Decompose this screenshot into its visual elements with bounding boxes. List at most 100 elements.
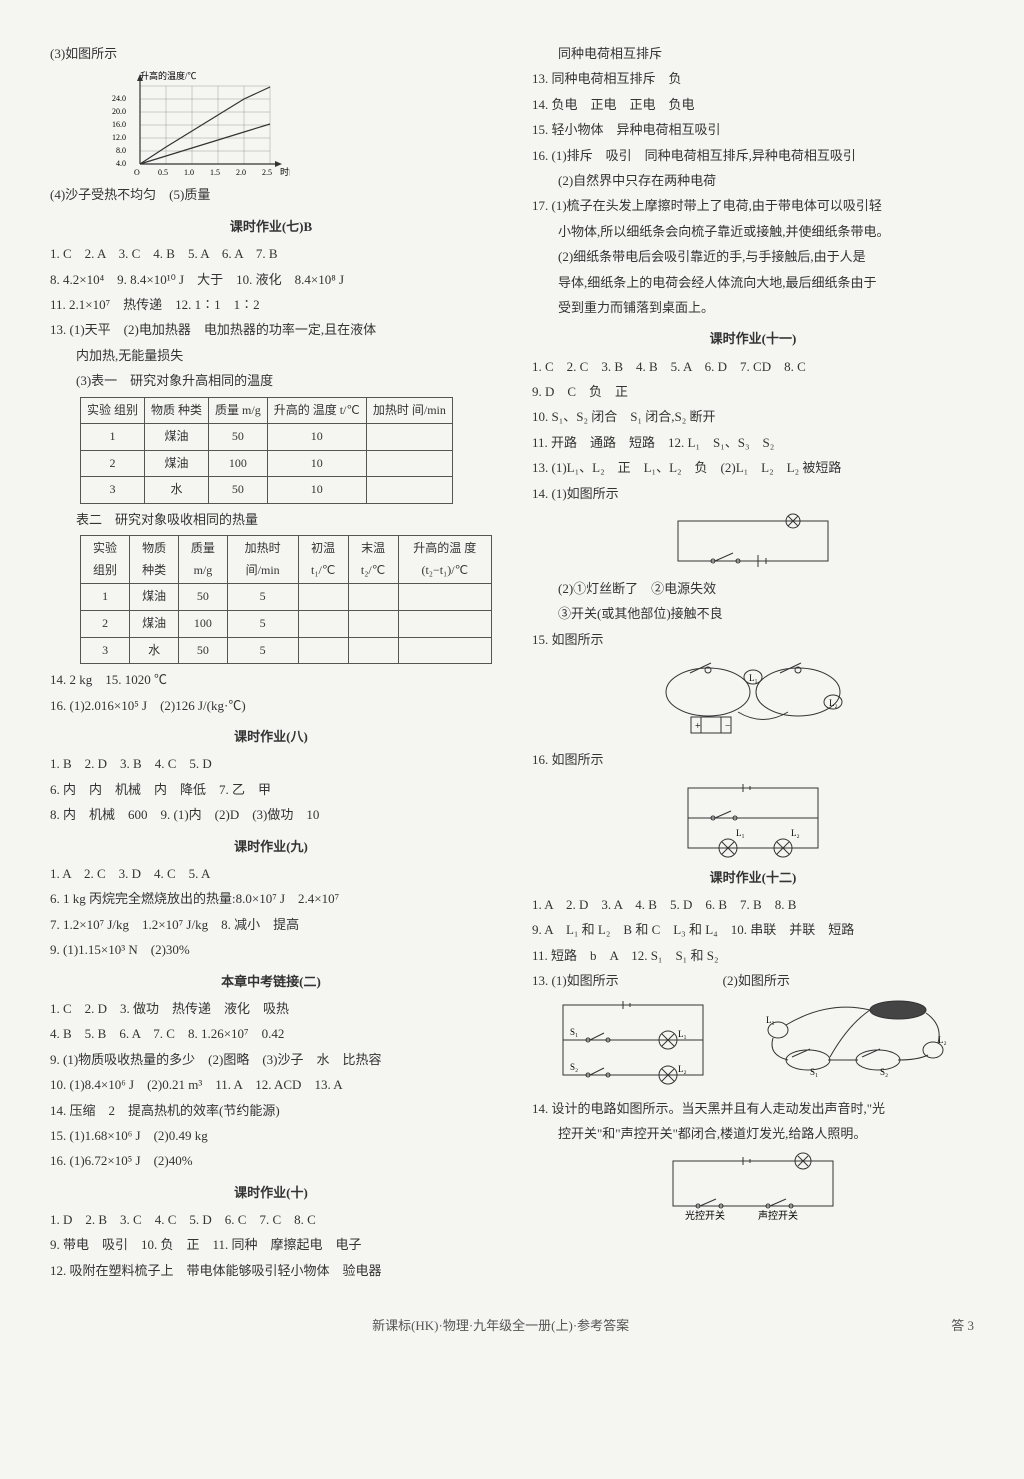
answer-line: 1. C 2. A 3. C 4. B 5. A 6. A 7. B [50, 242, 492, 265]
circuit-diagram-14-1 [658, 511, 848, 571]
svg-text:4.0: 4.0 [116, 159, 126, 168]
answer-line: 11. 开路 通路 短路 12. L₁ S₁、S₃ S₂ [532, 431, 974, 454]
svg-text:20.0: 20.0 [112, 107, 126, 116]
answer-line: 14. 压缩 2 提高热机的效率(节约能源) [50, 1099, 492, 1122]
answer-line: (3)表一 研究对象升高相同的温度 [50, 369, 492, 392]
table-one: 实验 组别 物质 种类 质量 m/g 升高的 温度 t/℃ 加热时 间/min … [80, 397, 453, 504]
answer-line: 小物体,所以细纸条会向梳子靠近或接触,并使细纸条带电。 [532, 220, 974, 243]
svg-text:0.5: 0.5 [158, 168, 168, 177]
section-title: 课时作业(八) [50, 725, 492, 748]
svg-text:L₁: L₁ [766, 1015, 775, 1025]
svg-text:L₁: L₁ [678, 1029, 687, 1039]
svg-text:声控开关: 声控开关 [758, 1209, 798, 1221]
section-title: 本章中考链接(二) [50, 970, 492, 993]
circuit-diagram-13-2: S₁ S₂ L₁ L₂ [738, 995, 958, 1095]
svg-text:S₂: S₂ [880, 1067, 888, 1077]
answer-line: 14. 2 kg 15. 1020 ℃ [50, 668, 492, 691]
answer-line: 控开关"和"声控开关"都闭合,楼道灯发光,给路人照明。 [532, 1122, 974, 1145]
svg-text:L₂: L₂ [829, 698, 838, 708]
answer-line: 10. (1)8.4×10⁶ J (2)0.21 m³ 11. A 12. AC… [50, 1073, 492, 1096]
answer-line: 15. (1)1.68×10⁶ J (2)0.49 kg [50, 1124, 492, 1147]
svg-text:24.0: 24.0 [112, 94, 126, 103]
answer-line: 14. 设计的电路如图所示。当天黑并且有人走动发出声音时,"光 [532, 1097, 974, 1120]
circuit-diagram-14: 光控开关 声控开关 [653, 1151, 853, 1221]
svg-text:−: − [725, 721, 731, 732]
footer-center: 新课标(HK)·物理·九年级全一册(上)·参考答案 [50, 1314, 951, 1337]
svg-text:S₂: S₂ [570, 1062, 578, 1072]
answer-line: 7. 1.2×10⁷ J/kg 1.2×10⁷ J/kg 8. 减小 提高 [50, 913, 492, 936]
section-title: 课时作业(七)B [50, 215, 492, 238]
answer-line: 1. A 2. D 3. A 4. B 5. D 6. B 7. B 8. B [532, 893, 974, 916]
answer-line: 17. (1)梳子在头发上摩擦时带上了电荷,由于带电体可以吸引轻 [532, 194, 974, 217]
answer-line: 6. 1 kg 丙烷完全燃烧放出的热量:8.0×10⁷ J 2.4×10⁷ [50, 887, 492, 910]
section-title: 课时作业(十一) [532, 327, 974, 350]
section-title: 课时作业(十) [50, 1181, 492, 1204]
answer-line: 15. 轻小物体 异种电荷相互吸引 [532, 118, 974, 141]
answer-line: 1. D 2. B 3. C 4. C 5. D 6. C 7. C 8. C [50, 1208, 492, 1231]
answer-line: 1. C 2. D 3. 做功 热传递 液化 吸热 [50, 997, 492, 1020]
table-two: 实验 组别物质 种类 质量 m/g加热时 间/min 初温 t₁/℃末温 t₂/… [80, 535, 492, 664]
circuit-diagram-13-1: S₁ L₁ S₂ L₂ [548, 995, 718, 1085]
answer-line: 8. 4.2×10⁴ 9. 8.4×10¹⁰ J 大于 10. 液化 8.4×1… [50, 268, 492, 291]
svg-text:12.0: 12.0 [112, 133, 126, 142]
answer-line: 13. (1)天平 (2)电加热器 电加热器的功率一定,且在液体 [50, 318, 492, 341]
page-footer: 新课标(HK)·物理·九年级全一册(上)·参考答案 答 3 [50, 1314, 974, 1337]
answer-line: 6. 内 内 机械 内 降低 7. 乙 甲 [50, 778, 492, 801]
answer-line: 11. 短路 b A 12. S₁ S₁ 和 S₂ [532, 944, 974, 967]
answer-line: 16. (1)2.016×10⁵ J (2)126 J/(kg·℃) [50, 694, 492, 717]
svg-text:光控开关: 光控开关 [685, 1209, 725, 1221]
answer-line: 14. (1)如图所示 [532, 482, 974, 505]
answer-line: (2)细纸条带电后会吸引靠近的手,与手接触后,由于人是 [532, 245, 974, 268]
table-caption: 表二 研究对象吸收相同的热量 [50, 508, 492, 531]
answer-line: 4. B 5. B 6. A 7. C 8. 1.26×10⁷ 0.42 [50, 1022, 492, 1045]
answer-line: 1. C 2. C 3. B 4. B 5. A 6. D 7. CD 8. C [532, 355, 974, 378]
circuit-diagram-15: L₁ L₂ + − [643, 657, 863, 742]
svg-text:时间/min: 时间/min [280, 166, 290, 177]
answer-line: 13. (1)如图所示 (2)如图所示 [532, 969, 974, 992]
answer-line: 13. 同种电荷相互排斥 负 [532, 67, 974, 90]
answer-line: 1. A 2. C 3. D 4. C 5. A [50, 862, 492, 885]
svg-text:1.0: 1.0 [184, 168, 194, 177]
chart-ylabel: 升高的温度/℃ [140, 70, 197, 81]
svg-text:1.5: 1.5 [210, 168, 220, 177]
answer-line: 16. (1)排斥 吸引 同种电荷相互排斥,异种电荷相互吸引 [532, 144, 974, 167]
answer-line: 14. 负电 正电 正电 负电 [532, 93, 974, 116]
answer-line: ③开关(或其他部位)接触不良 [532, 602, 974, 625]
answer-line: 13. (1)L₁、L₂ 正 L₁、L₂ 负 (2)L₁ L₂ L₂ 被短路 [532, 456, 974, 479]
answer-line: 9. (1)1.15×10³ N (2)30% [50, 938, 492, 961]
text: (3)如图所示 [50, 42, 492, 65]
answer-line: 同种电荷相互排斥 [532, 42, 974, 65]
svg-text:L₁: L₁ [749, 673, 758, 683]
answer-line: 1. B 2. D 3. B 4. C 5. D [50, 752, 492, 775]
answer-line: (2)①灯丝断了 ②电源失效 [532, 577, 974, 600]
svg-text:L₂: L₂ [791, 828, 800, 838]
svg-text:+: + [695, 721, 701, 732]
answer-line: 9. (1)物质吸收热量的多少 (2)图略 (3)沙子 水 比热容 [50, 1048, 492, 1071]
answer-line: 10. S₁、S₂ 闭合 S₁ 闭合,S₂ 断开 [532, 405, 974, 428]
answer-line: 内加热,无能量损失 [50, 344, 492, 367]
svg-text:2.5: 2.5 [262, 168, 272, 177]
svg-text:L₁: L₁ [736, 828, 745, 838]
answer-line: 9. 带电 吸引 10. 负 正 11. 同种 摩擦起电 电子 [50, 1233, 492, 1256]
svg-text:O: O [134, 168, 140, 177]
answer-line: 受到重力而铺落到桌面上。 [532, 296, 974, 319]
svg-text:S₁: S₁ [570, 1027, 578, 1037]
answer-line: 15. 如图所示 [532, 628, 974, 651]
text: (4)沙子受热不均匀 (5)质量 [50, 183, 492, 206]
answer-line: 9. A L₁ 和 L₂ B 和 C L₃ 和 L₄ 10. 串联 并联 短路 [532, 918, 974, 941]
circuit-diagram-16: L₁ L₂ [668, 778, 838, 858]
footer-page: 答 3 [951, 1314, 974, 1337]
section-title: 课时作业(九) [50, 835, 492, 858]
answer-line: 9. D C 负 正 [532, 380, 974, 403]
svg-text:8.0: 8.0 [116, 146, 126, 155]
answer-line: 导体,细纸条上的电荷会经人体流向大地,最后细纸条由于 [532, 271, 974, 294]
answer-line: 16. (1)6.72×10⁵ J (2)40% [50, 1149, 492, 1172]
temperature-chart: 升高的温度/℃ 4.0 8.0 12.0 16.0 20. [110, 69, 290, 179]
svg-text:2.0: 2.0 [236, 168, 246, 177]
answer-line: 11. 2.1×10⁷ 热传递 12. 1∶1 1∶2 [50, 293, 492, 316]
answer-line: (2)自然界中只存在两种电荷 [532, 169, 974, 192]
svg-text:16.0: 16.0 [112, 120, 126, 129]
svg-text:L₂: L₂ [678, 1064, 687, 1074]
answer-line: 12. 吸附在塑料梳子上 带电体能够吸引轻小物体 验电器 [50, 1259, 492, 1282]
section-title: 课时作业(十二) [532, 866, 974, 889]
